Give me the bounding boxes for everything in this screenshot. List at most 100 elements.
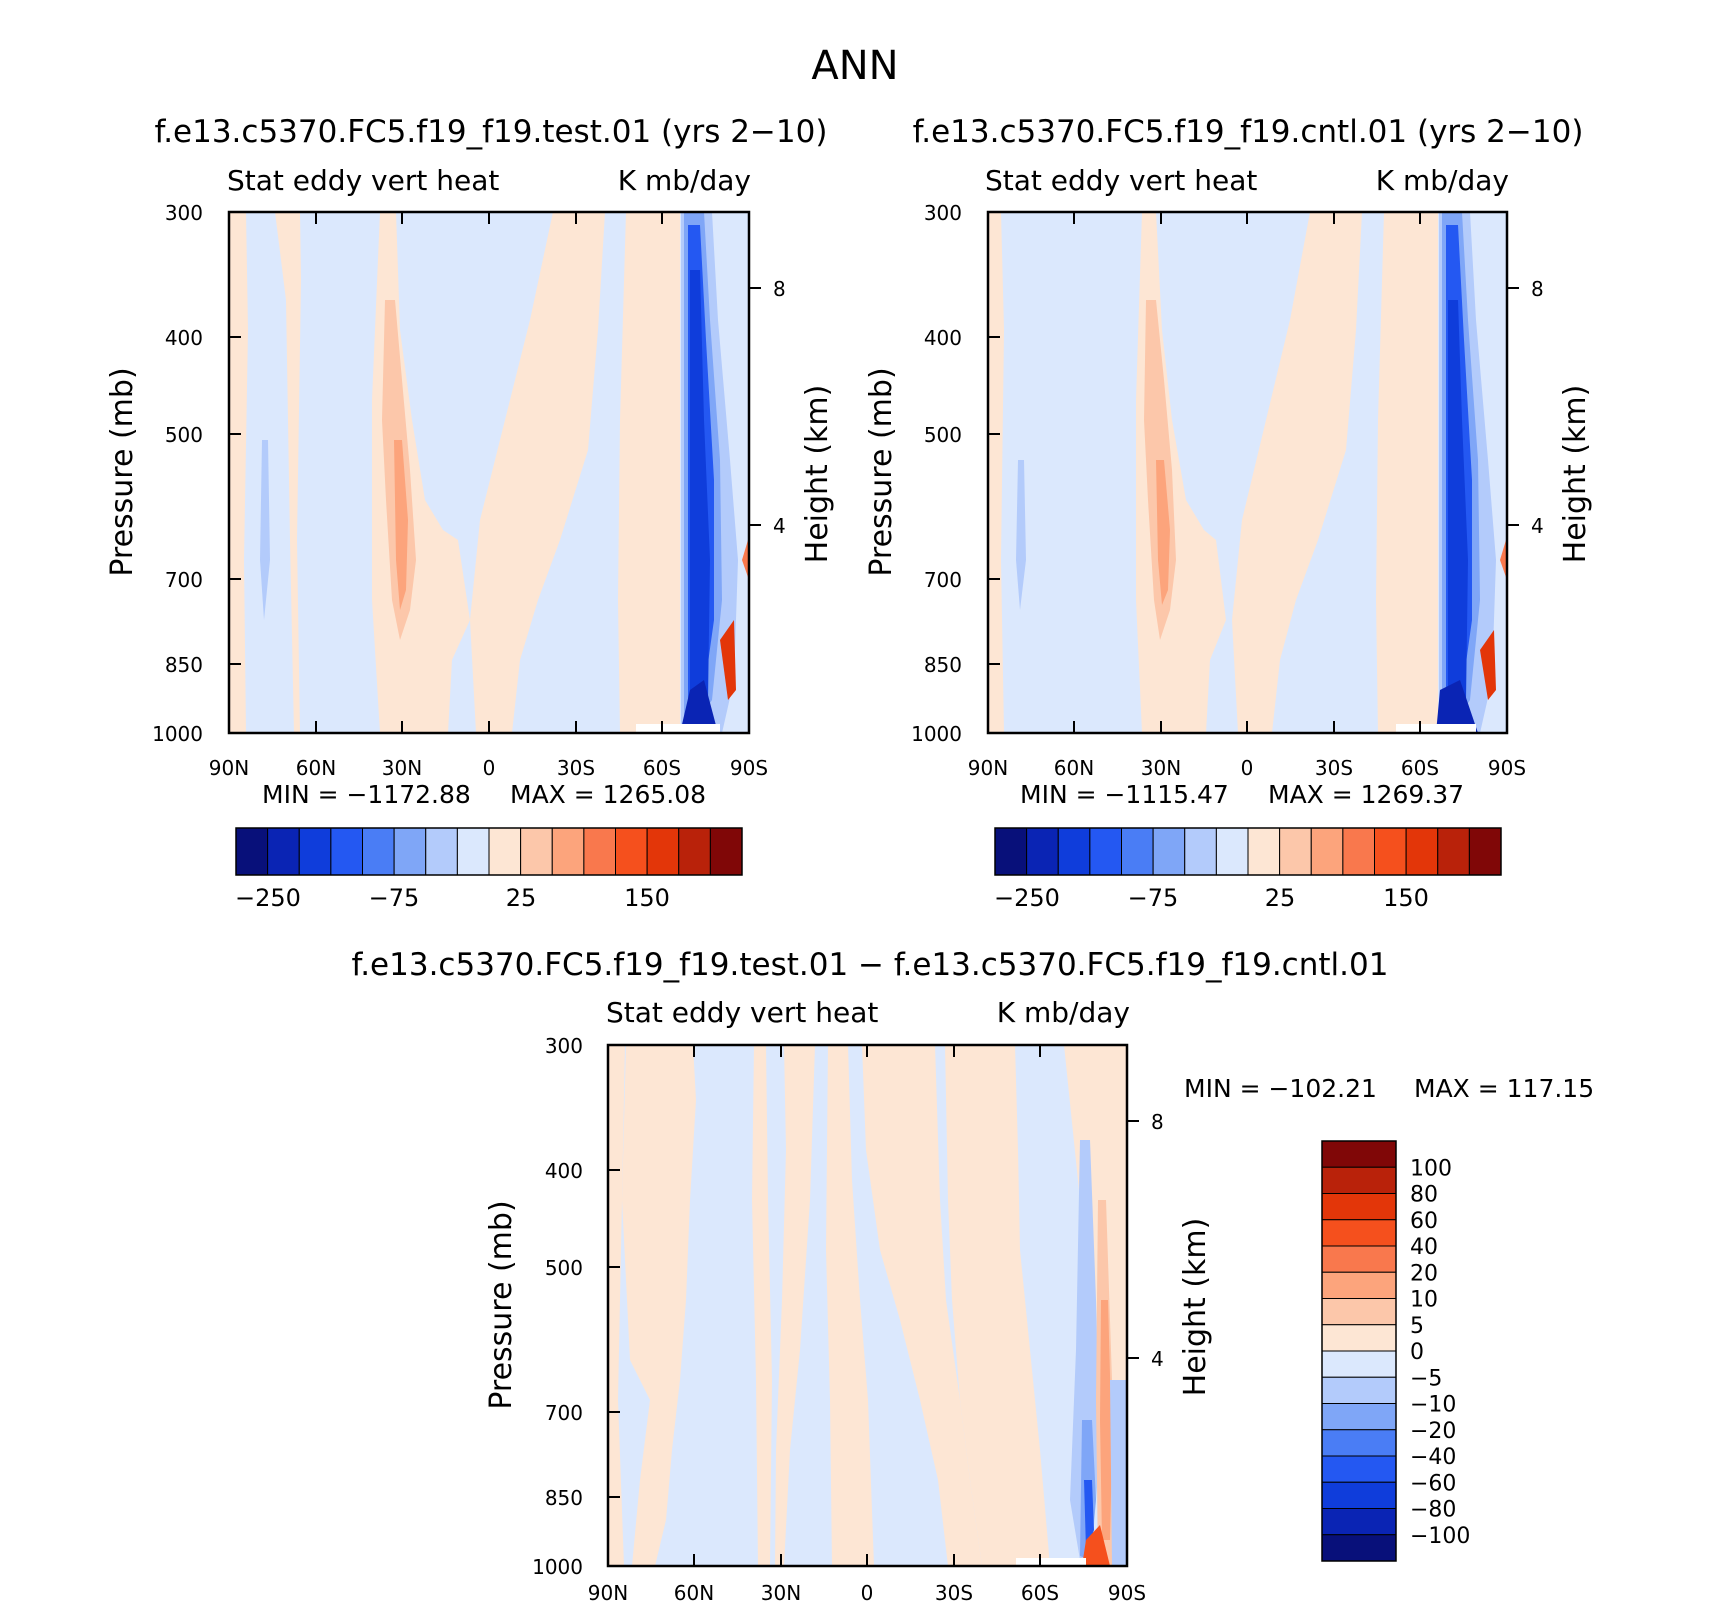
colorbar-swatch bbox=[425, 827, 458, 876]
x-tick-label: 90N bbox=[588, 1581, 628, 1605]
y-tick-label: 400 bbox=[545, 1159, 583, 1183]
contour-neg-deep bbox=[680, 680, 718, 733]
x-tick-label: 60S bbox=[1021, 1581, 1059, 1605]
y2-tick-label: 4 bbox=[1531, 514, 1544, 538]
y-tick-label: 850 bbox=[545, 1486, 583, 1510]
colorbar-label: −100 bbox=[1410, 1524, 1470, 1549]
colorbar-swatch bbox=[1321, 1455, 1397, 1483]
colorbar-swatch bbox=[1321, 1193, 1397, 1221]
colorbar-swatches bbox=[994, 827, 1502, 876]
y-tick-label: 500 bbox=[924, 423, 962, 447]
colorbar-label: −20 bbox=[1410, 1419, 1456, 1444]
colorbar-label: −60 bbox=[1410, 1471, 1456, 1496]
contour-positive bbox=[229, 212, 248, 733]
y-tick-label: 700 bbox=[924, 568, 962, 592]
panel-test-right-label: K mb/day bbox=[618, 164, 751, 197]
colorbar-label: 25 bbox=[506, 884, 537, 912]
colorbar-swatch bbox=[1321, 1271, 1397, 1299]
figure-title: ANN bbox=[811, 43, 898, 89]
colorbar-swatch bbox=[1184, 827, 1217, 876]
contour-positive bbox=[752, 1045, 772, 1566]
y2-axis-test: 8 4 Height (km) bbox=[749, 277, 835, 563]
colorbar-label: −75 bbox=[369, 884, 420, 912]
panel-test: f.e13.c5370.FC5.f19_f19.test.01 (yrs 2−1… bbox=[105, 114, 835, 912]
x-tick-label: 60S bbox=[1401, 756, 1439, 780]
contour-pos-strong bbox=[394, 440, 408, 610]
x-tick-label: 90S bbox=[1108, 1581, 1146, 1605]
colorbar-swatch bbox=[1089, 827, 1122, 876]
y-tick-label: 700 bbox=[165, 568, 203, 592]
x-tick-label: 60N bbox=[674, 1581, 714, 1605]
colorbar-swatch bbox=[1321, 1140, 1397, 1168]
colorbar-swatch bbox=[1026, 827, 1059, 876]
colorbar-swatch bbox=[551, 827, 585, 876]
panel-cntl-right-label: K mb/day bbox=[1376, 164, 1509, 197]
panel-diff: f.e13.c5370.FC5.f19_f19.test.01 − f.e13.… bbox=[352, 947, 1595, 1605]
x-tick-label: 30N bbox=[382, 756, 422, 780]
x-tick-label: 60N bbox=[296, 756, 336, 780]
colorbar-label: 10 bbox=[1410, 1288, 1438, 1313]
colorbar-swatch bbox=[1279, 827, 1312, 876]
colorbar-swatch bbox=[456, 827, 490, 876]
y2-tick-label: 4 bbox=[1151, 1347, 1164, 1371]
contour-neg-deep bbox=[1436, 680, 1478, 733]
colorbar-swatch bbox=[1321, 1324, 1397, 1352]
y-axis-label: Pressure (mb) bbox=[484, 1200, 519, 1409]
y-axis-cntl: 300 400 500 700 850 1000 Pressure (mb) bbox=[864, 201, 1000, 746]
contour-positive bbox=[470, 212, 605, 733]
colorbar-swatch bbox=[1152, 827, 1186, 876]
colorbar-label: 100 bbox=[1410, 1156, 1452, 1181]
panel-diff-left-label: Stat eddy vert heat bbox=[606, 996, 878, 1029]
colorbar-frame bbox=[1321, 1140, 1397, 1562]
y2-axis-label: Height (km) bbox=[1178, 1218, 1213, 1397]
y-tick-label: 1000 bbox=[532, 1555, 583, 1579]
y-axis-diff: 300 400 500 700 850 1000 Pressure (mb) bbox=[484, 1034, 620, 1579]
contour-positive bbox=[775, 1045, 815, 1566]
colorbar-label: 5 bbox=[1410, 1314, 1424, 1339]
panel-test-title: f.e13.c5370.FC5.f19_f19.test.01 (yrs 2−1… bbox=[155, 114, 828, 150]
y-tick-label: 500 bbox=[545, 1256, 583, 1280]
colorbar-swatch bbox=[1321, 1219, 1397, 1247]
x-tick-label: 0 bbox=[1241, 756, 1254, 780]
y2-axis-diff: 8 4 Height (km) bbox=[1127, 1110, 1213, 1396]
colorbar-cntl: −250 −75 25 150 bbox=[994, 827, 1502, 912]
contour-positive bbox=[988, 212, 1004, 733]
y2-tick-label: 8 bbox=[1531, 277, 1544, 301]
colorbar-swatch bbox=[330, 827, 363, 876]
max-value: MAX = 117.15 bbox=[1414, 1074, 1594, 1103]
max-value: MAX = 1265.08 bbox=[510, 780, 706, 809]
x-tick-label: 30N bbox=[1141, 756, 1181, 780]
colorbar-label: 150 bbox=[624, 884, 670, 912]
y-tick-label: 400 bbox=[165, 326, 203, 350]
missing-data bbox=[1016, 1558, 1086, 1566]
contour-neg-medium bbox=[1016, 460, 1026, 610]
y-tick-label: 500 bbox=[165, 423, 203, 447]
panel-diff-title: f.e13.c5370.FC5.f19_f19.test.01 − f.e13.… bbox=[352, 947, 1389, 983]
colorbar-swatch bbox=[709, 827, 743, 876]
y2-tick-label: 4 bbox=[773, 514, 786, 538]
y-tick-label: 300 bbox=[165, 201, 203, 225]
colorbar-swatch bbox=[1468, 827, 1502, 876]
x-tick-label: 0 bbox=[861, 1581, 874, 1605]
y2-tick-label: 8 bbox=[773, 277, 786, 301]
contour-pos-edge bbox=[720, 620, 736, 700]
colorbar-label: −40 bbox=[1410, 1445, 1456, 1470]
y-axis-test: 300 400 500 700 850 1000 Pressure (mb) bbox=[105, 201, 241, 746]
x-tick-label: 90N bbox=[209, 756, 249, 780]
colorbar-swatch bbox=[1321, 1403, 1397, 1431]
panel-cntl-title: f.e13.c5370.FC5.f19_f19.cntl.01 (yrs 2−1… bbox=[913, 114, 1584, 150]
contour-pos-strong bbox=[1156, 460, 1170, 605]
colorbar-swatch bbox=[1321, 1376, 1397, 1404]
colorbar-swatch bbox=[646, 827, 680, 876]
colorbar-swatch bbox=[1342, 827, 1375, 876]
colorbar-swatch bbox=[1437, 827, 1470, 876]
colorbar-label: 20 bbox=[1410, 1261, 1438, 1286]
colorbar-swatch bbox=[267, 827, 300, 876]
colorbar-swatch bbox=[994, 827, 1028, 876]
colorbar-label: 60 bbox=[1410, 1209, 1438, 1234]
contour-positive bbox=[945, 1045, 1050, 1566]
contour-pos-edge bbox=[742, 540, 749, 580]
y2-tick-label: 8 bbox=[1151, 1110, 1164, 1134]
